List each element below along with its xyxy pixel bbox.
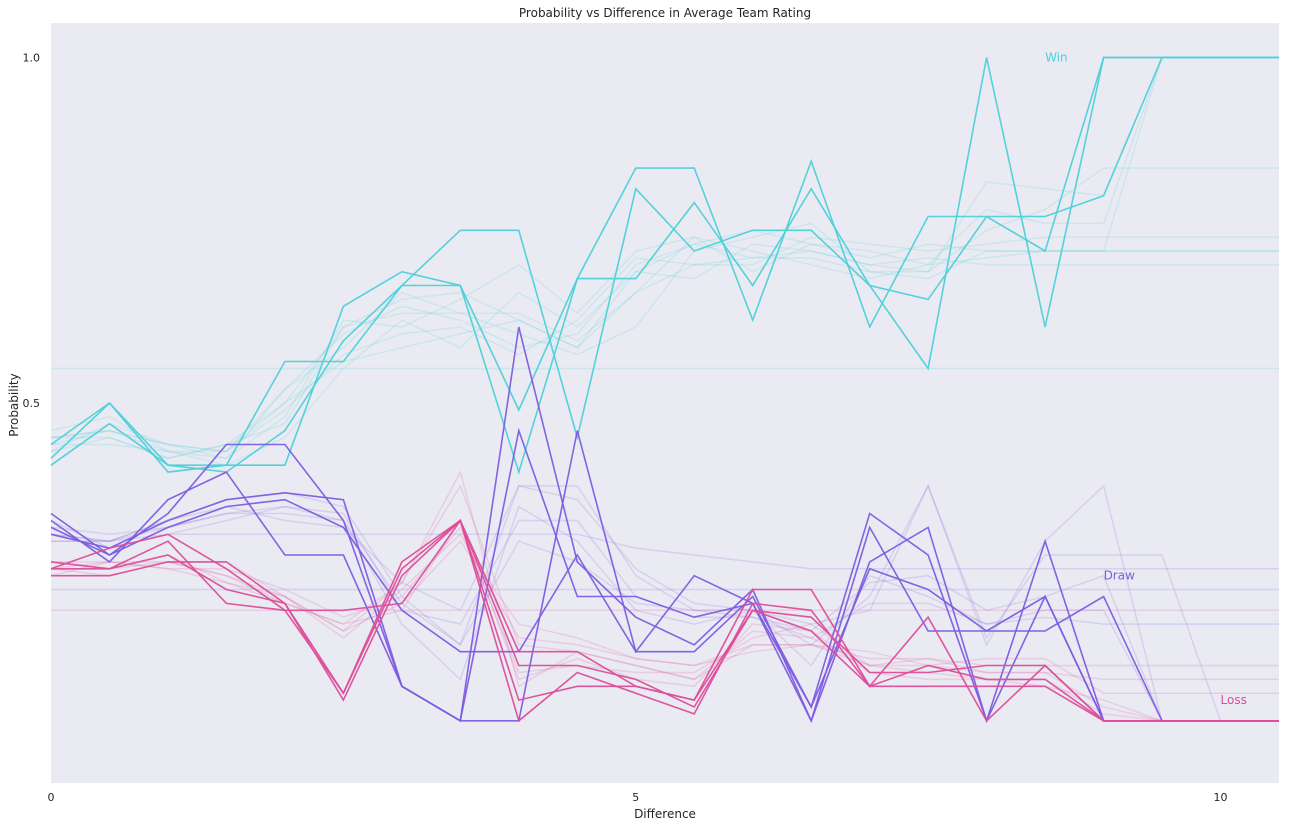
series-line-draw-14 bbox=[50, 430, 1279, 724]
x-axis-label: Difference bbox=[634, 807, 696, 821]
series-line-win-8 bbox=[51, 236, 1279, 460]
series-line-loss-25 bbox=[51, 519, 1279, 722]
x-tick-label: 5 bbox=[632, 791, 639, 804]
series-line-loss-27 bbox=[50, 540, 1279, 667]
chart-title: Probability vs Difference in Average Tea… bbox=[519, 6, 811, 20]
series-line-win-2 bbox=[50, 56, 1279, 473]
y-axis-label: Probability bbox=[7, 373, 21, 436]
series-line-win-0 bbox=[50, 56, 1279, 467]
series-line-draw-16 bbox=[51, 533, 1279, 570]
y-tick-label: 0.5 bbox=[23, 397, 41, 410]
series-line-win-5 bbox=[50, 56, 1279, 460]
y-tick-label: 1.0 bbox=[23, 52, 41, 65]
series-line-loss-26 bbox=[51, 519, 1279, 723]
series-line-draw-15 bbox=[50, 498, 1279, 724]
highlighted-series-group bbox=[50, 56, 1279, 724]
annotation-draw: Draw bbox=[1104, 569, 1136, 583]
series-line-loss-31 bbox=[50, 533, 1279, 694]
series-line-win-9 bbox=[50, 250, 1279, 453]
x-tick-label: 0 bbox=[48, 791, 55, 804]
series-line-win-4 bbox=[50, 236, 1279, 460]
series-line-loss-30 bbox=[50, 525, 1279, 722]
annotation-win: Win bbox=[1045, 51, 1068, 65]
axis-ticks: 0 5 10 0.5 1.0 bbox=[23, 52, 1228, 804]
series-line-win-11 bbox=[50, 56, 1279, 453]
series-line-draw-12 bbox=[50, 326, 1279, 724]
x-tick-label: 10 bbox=[1214, 791, 1228, 804]
series-line-win-1 bbox=[50, 56, 1279, 475]
series-annotations: Win Draw Loss bbox=[1045, 51, 1247, 708]
annotation-loss: Loss bbox=[1221, 693, 1247, 707]
plot-background bbox=[51, 23, 1279, 783]
